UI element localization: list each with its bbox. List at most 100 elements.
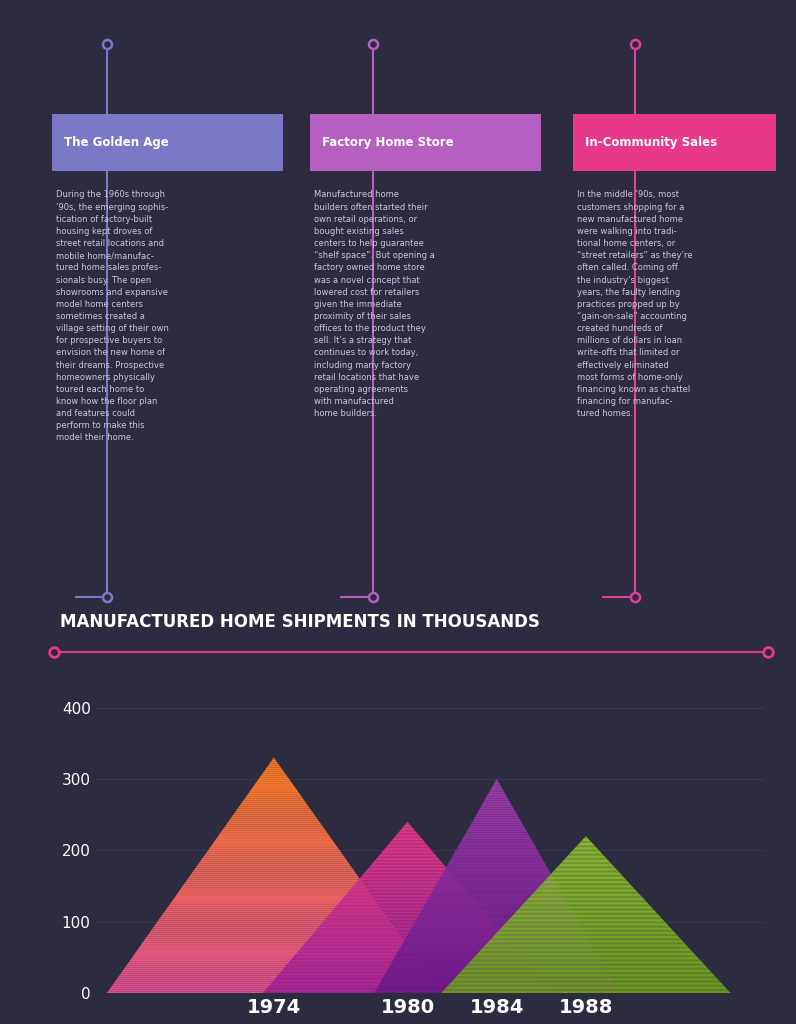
Polygon shape	[264, 990, 551, 992]
Polygon shape	[209, 848, 339, 850]
Polygon shape	[583, 838, 588, 839]
Polygon shape	[403, 826, 412, 827]
Polygon shape	[497, 932, 675, 933]
Polygon shape	[417, 916, 576, 919]
Polygon shape	[361, 877, 455, 878]
Polygon shape	[373, 862, 443, 863]
Polygon shape	[443, 989, 728, 990]
Polygon shape	[261, 773, 287, 775]
Polygon shape	[481, 949, 691, 950]
Polygon shape	[368, 867, 447, 869]
Polygon shape	[569, 853, 603, 854]
Polygon shape	[465, 833, 529, 835]
Polygon shape	[546, 878, 626, 880]
Polygon shape	[500, 928, 672, 929]
Polygon shape	[496, 779, 498, 780]
Polygon shape	[451, 857, 543, 859]
Polygon shape	[220, 830, 327, 833]
Polygon shape	[441, 992, 731, 993]
Polygon shape	[243, 799, 305, 801]
Polygon shape	[451, 981, 721, 983]
Text: In the middle ’90s, most
customers shopping for a
new manufactured home
were wal: In the middle ’90s, most customers shopp…	[577, 190, 693, 418]
Polygon shape	[217, 837, 331, 838]
Polygon shape	[334, 907, 482, 909]
Polygon shape	[494, 782, 500, 784]
Polygon shape	[277, 975, 538, 976]
Polygon shape	[495, 933, 677, 934]
Polygon shape	[281, 971, 534, 972]
Polygon shape	[150, 931, 398, 933]
Polygon shape	[291, 957, 524, 959]
Polygon shape	[144, 938, 404, 940]
Polygon shape	[398, 831, 417, 834]
Polygon shape	[264, 769, 283, 771]
Polygon shape	[391, 963, 603, 965]
Polygon shape	[482, 802, 511, 804]
Polygon shape	[558, 865, 614, 866]
Polygon shape	[464, 967, 708, 969]
Polygon shape	[218, 835, 330, 837]
Polygon shape	[307, 939, 508, 940]
Text: During the 1960s through
’90s, the emerging sophis-
tication of factory-built
ho: During the 1960s through ’90s, the emerg…	[56, 190, 169, 442]
Polygon shape	[493, 936, 679, 937]
Polygon shape	[183, 884, 365, 885]
Polygon shape	[467, 829, 526, 830]
Polygon shape	[384, 976, 610, 977]
Polygon shape	[375, 859, 440, 860]
Polygon shape	[473, 818, 521, 820]
Polygon shape	[181, 885, 365, 887]
Polygon shape	[447, 864, 547, 866]
Polygon shape	[374, 860, 441, 862]
Polygon shape	[410, 929, 583, 931]
Polygon shape	[288, 962, 527, 964]
Polygon shape	[487, 794, 506, 795]
Polygon shape	[282, 969, 533, 971]
Polygon shape	[535, 890, 637, 891]
Polygon shape	[471, 822, 522, 823]
Polygon shape	[509, 919, 663, 920]
Polygon shape	[433, 888, 560, 890]
Polygon shape	[443, 870, 550, 871]
Polygon shape	[142, 942, 406, 944]
Polygon shape	[432, 890, 561, 892]
Polygon shape	[421, 909, 572, 911]
Polygon shape	[453, 979, 719, 980]
Polygon shape	[107, 991, 441, 993]
Polygon shape	[469, 825, 525, 827]
Polygon shape	[572, 851, 600, 852]
Polygon shape	[201, 858, 346, 860]
Polygon shape	[579, 842, 592, 843]
Polygon shape	[175, 895, 373, 897]
Polygon shape	[377, 986, 616, 988]
Polygon shape	[380, 853, 435, 855]
Polygon shape	[111, 985, 437, 987]
Polygon shape	[541, 884, 630, 885]
Polygon shape	[420, 911, 573, 913]
Polygon shape	[401, 827, 414, 829]
Polygon shape	[555, 868, 617, 870]
Polygon shape	[347, 892, 468, 893]
Polygon shape	[562, 861, 610, 862]
Polygon shape	[384, 849, 431, 850]
Polygon shape	[248, 791, 299, 793]
Polygon shape	[174, 897, 374, 899]
Polygon shape	[326, 916, 489, 918]
Polygon shape	[270, 762, 278, 764]
Polygon shape	[438, 881, 556, 883]
Polygon shape	[517, 909, 654, 910]
Polygon shape	[544, 880, 627, 881]
FancyBboxPatch shape	[573, 115, 776, 171]
Polygon shape	[575, 847, 597, 848]
Polygon shape	[450, 859, 544, 861]
Polygon shape	[521, 905, 651, 907]
Polygon shape	[164, 910, 384, 912]
Polygon shape	[147, 934, 400, 936]
Polygon shape	[294, 954, 521, 956]
Polygon shape	[203, 856, 345, 858]
Polygon shape	[404, 940, 590, 941]
Polygon shape	[153, 927, 395, 929]
Polygon shape	[293, 956, 522, 957]
Polygon shape	[412, 926, 582, 927]
Polygon shape	[284, 966, 531, 968]
Polygon shape	[137, 948, 410, 950]
